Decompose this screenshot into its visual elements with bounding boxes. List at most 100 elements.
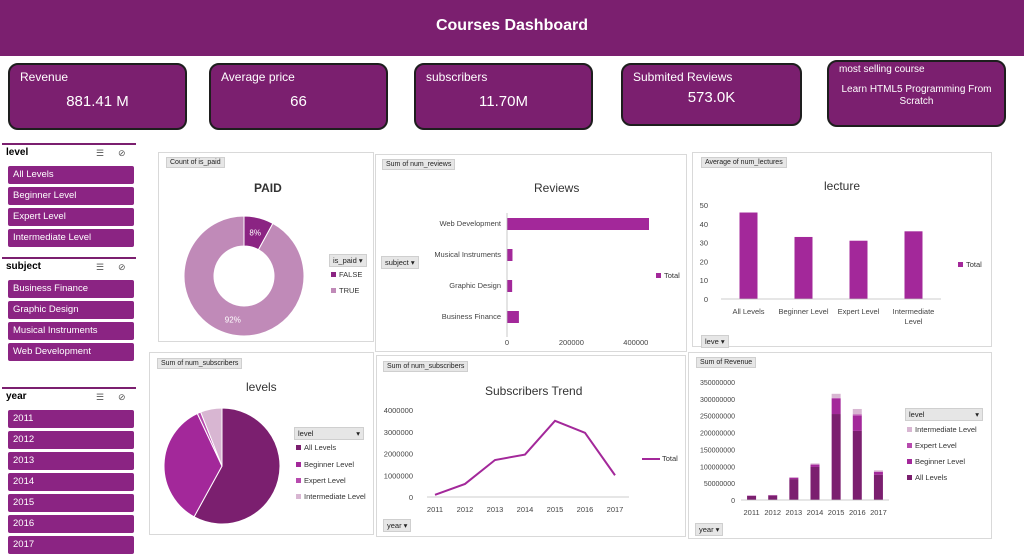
revenue-chart-panel[interactable]: Sum of Revenue 0 50000000 100000000 1500000… <box>688 352 992 539</box>
reviews-legend-total: Total <box>656 271 680 280</box>
slicer-item-2013[interactable]: 2013 <box>8 452 134 470</box>
slicer-item-beginner-level[interactable]: Beginner Level <box>8 187 134 205</box>
lecture-bar <box>739 212 758 299</box>
revenue-legend-expert: Expert Level <box>907 441 957 450</box>
kpi-average-price[interactable]: Average price 66 <box>209 63 388 130</box>
paid-legend-false: FALSE <box>331 270 362 279</box>
paid-filter-dropdown[interactable]: is_paid ▾ <box>329 254 367 267</box>
kpi-revenue[interactable]: Revenue 881.41 M <box>8 63 187 130</box>
clear-filter-icon[interactable]: ⊘ <box>118 262 126 272</box>
kpi-reviews[interactable]: Submited Reviews 573.0K <box>621 63 802 126</box>
lecture-field-tag[interactable]: Average of num_lectures <box>701 157 787 168</box>
revenue-bar-segment <box>810 464 820 467</box>
lecture-y-tick: 40 <box>700 220 708 229</box>
trend-chart-title: Subscribers Trend <box>485 384 583 398</box>
revenue-x-tick: 2011 <box>744 508 760 517</box>
trend-y-tick: 2000000 <box>384 450 413 459</box>
levels-legend-all: All Levels <box>296 443 336 452</box>
reviews-category-label: Web Development <box>439 219 501 228</box>
revenue-bar-segment <box>810 463 820 465</box>
levels-chart-panel[interactable]: Sum of num_subscribers levels level ▾ Al… <box>149 352 374 535</box>
lecture-bar <box>904 231 923 299</box>
donut-data-label: 8% <box>249 228 261 237</box>
lecture-bar-chart: 0 10 20 30 40 50 All Levels Beginner Level Exper… <box>700 201 941 326</box>
trend-x-tick: 2012 <box>457 505 474 514</box>
revenue-filter-dropdown[interactable]: year ▾ <box>695 523 724 536</box>
lecture-filter-dropdown[interactable]: leve ▾ <box>701 335 729 348</box>
reviews-bar <box>507 218 650 230</box>
revenue-bar-segment <box>810 466 820 500</box>
kpi-subscribers[interactable]: subscribers 11.70M <box>414 63 593 130</box>
reviews-category-label: Business Finance <box>442 312 501 321</box>
lecture-bar <box>794 236 813 299</box>
slicer-item-web-development[interactable]: Web Development <box>8 343 134 361</box>
lecture-bar <box>849 240 868 299</box>
trend-x-tick: 2011 <box>427 505 443 514</box>
revenue-bar-segment <box>789 479 799 500</box>
reviews-bar <box>507 311 519 323</box>
revenue-bar-segment <box>852 430 862 500</box>
paid-chart-panel[interactable]: Count of is_paid PAID 8% 92% is_paid ▾ FA… <box>158 152 374 342</box>
slicer-item-expert-level[interactable]: Expert Level <box>8 208 134 226</box>
levels-filter-dropdown[interactable]: level ▾ <box>294 427 364 440</box>
revenue-bar-segment <box>789 477 799 480</box>
slicer-item-intermediate-level[interactable]: Intermediate Level <box>8 229 134 247</box>
revenue-x-tick: 2013 <box>786 508 803 517</box>
lecture-chart-panel[interactable]: Average of num_lectures lecture 0 10 20 30 4… <box>692 152 992 348</box>
trend-y-tick: 0 <box>409 493 413 502</box>
lecture-y-tick: 20 <box>700 257 708 266</box>
kpi-subscribers-value: 11.70M <box>479 93 528 110</box>
revenue-x-tick: 2014 <box>807 508 824 517</box>
kpi-best-course-label: most selling course <box>839 64 925 75</box>
multiselect-icon[interactable]: ☰ <box>96 392 105 402</box>
lecture-category-label: All Levels <box>732 307 764 316</box>
slicer-item-graphic-design[interactable]: Graphic Design <box>8 301 134 319</box>
trend-field-tag[interactable]: Sum of num_subscribers <box>383 361 469 372</box>
revenue-bar-segment <box>768 495 778 500</box>
trend-filter-dropdown[interactable]: year ▾ <box>383 519 412 532</box>
revenue-bar-segment <box>852 415 862 431</box>
slicer-item-musical-instruments[interactable]: Musical Instruments <box>8 322 134 340</box>
lecture-category-label: Beginner Level <box>778 307 828 316</box>
revenue-legend-all: All Levels <box>907 473 947 482</box>
kpi-best-course[interactable]: most selling course Learn HTML5 Programm… <box>827 60 1006 127</box>
revenue-legend-title: level <box>909 410 925 419</box>
reviews-chart-panel[interactable]: Sum of num_reviews Reviews Web Developme… <box>375 154 687 352</box>
slicer-item-2017[interactable]: 2017 <box>8 536 134 554</box>
revenue-y-tick: 200000000 <box>700 431 735 438</box>
kpi-reviews-value: 573.0K <box>687 89 736 106</box>
slicer-year-header: year ☰ ⊘ <box>2 387 136 407</box>
clear-filter-icon[interactable]: ⊘ <box>118 392 126 402</box>
levels-filter-label: level <box>298 429 314 438</box>
kpi-average-price-value: 66 <box>290 93 307 110</box>
multiselect-icon[interactable]: ☰ <box>96 148 105 158</box>
revenue-bar-segment <box>831 397 841 399</box>
revenue-filter-label: year <box>699 525 714 534</box>
slicer-item-2015[interactable]: 2015 <box>8 494 134 512</box>
dashboard-title: Courses Dashboard <box>435 17 589 34</box>
revenue-field-tag[interactable]: Sum of Revenue <box>696 357 757 368</box>
slicer-item-2012[interactable]: 2012 <box>8 431 134 449</box>
slicer-item-2014[interactable]: 2014 <box>8 473 134 491</box>
revenue-bar-segment <box>789 477 799 478</box>
trend-chart-panel[interactable]: Sum of num_subscribers Subscribers Trend… <box>376 355 686 537</box>
slicer-item-all-levels[interactable]: All Levels <box>8 166 134 184</box>
slicer-item-2016[interactable]: 2016 <box>8 515 134 533</box>
lecture-category-label: Level <box>905 317 923 326</box>
slicer-item-business-finance[interactable]: Business Finance <box>8 280 134 298</box>
slicer-item-2011[interactable]: 2011 <box>8 410 134 428</box>
clear-filter-icon[interactable]: ⊘ <box>118 148 126 158</box>
reviews-chart-title: Reviews <box>534 181 580 195</box>
multiselect-icon[interactable]: ☰ <box>96 262 105 272</box>
reviews-filter-dropdown[interactable]: subject ▾ <box>381 256 419 269</box>
revenue-x-tick: 2017 <box>870 508 887 517</box>
trend-x-tick: 2015 <box>547 505 564 514</box>
paid-field-tag[interactable]: Count of is_paid <box>166 157 225 168</box>
kpi-average-price-label: Average price <box>221 70 295 84</box>
reviews-x-tick: 400000 <box>623 338 648 347</box>
trend-filter-label: year <box>387 521 402 530</box>
slicer-subject-header: subject ☰ ⊘ <box>2 257 136 277</box>
levels-field-tag[interactable]: Sum of num_subscribers <box>157 358 243 369</box>
reviews-field-tag[interactable]: Sum of num_reviews <box>382 159 456 170</box>
revenue-legend-dropdown[interactable]: level ▾ <box>905 408 983 421</box>
